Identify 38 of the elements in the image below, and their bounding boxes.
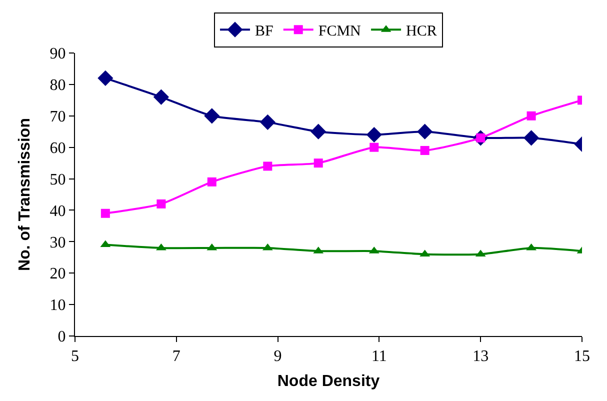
legend-label: FCMN bbox=[318, 23, 362, 40]
y-tick-label: 40 bbox=[50, 202, 66, 220]
point bbox=[420, 146, 430, 155]
y-tick-label: 10 bbox=[50, 297, 66, 314]
point bbox=[204, 108, 220, 124]
point bbox=[370, 142, 379, 152]
y-axis-title: No. of Transmission bbox=[16, 118, 34, 271]
point bbox=[314, 158, 323, 168]
point bbox=[207, 177, 216, 186]
y-tick-label: 20 bbox=[50, 266, 66, 283]
point bbox=[98, 70, 114, 86]
y-tick-label: 70 bbox=[50, 108, 66, 126]
point bbox=[153, 89, 169, 105]
point bbox=[526, 111, 536, 120]
point bbox=[524, 130, 540, 146]
y-tick-label: 90 bbox=[50, 46, 66, 63]
y-tick-label: 50 bbox=[50, 171, 66, 188]
legend-label: HCR bbox=[406, 23, 437, 40]
point bbox=[366, 126, 382, 143]
point bbox=[260, 114, 276, 130]
y-tick-label: 60 bbox=[50, 140, 66, 157]
point bbox=[310, 124, 326, 140]
x-tick-label: 5 bbox=[71, 348, 79, 366]
y-tick-label: 30 bbox=[50, 234, 66, 252]
y-tick-label: 0 bbox=[58, 328, 66, 346]
x-tick-label: 7 bbox=[172, 348, 180, 366]
x-tick-label: 13 bbox=[472, 348, 489, 366]
y-tick-label: 80 bbox=[50, 77, 66, 94]
point bbox=[417, 124, 433, 140]
point bbox=[263, 162, 272, 171]
legend-label: BF bbox=[255, 23, 274, 40]
point bbox=[100, 208, 110, 218]
x-tick-label: 9 bbox=[274, 348, 282, 366]
x-tick-label: 15 bbox=[574, 348, 590, 366]
point bbox=[156, 199, 166, 208]
x-axis-title: Node Density bbox=[277, 372, 380, 390]
point bbox=[526, 243, 536, 250]
x-tick-label: 11 bbox=[371, 348, 387, 366]
